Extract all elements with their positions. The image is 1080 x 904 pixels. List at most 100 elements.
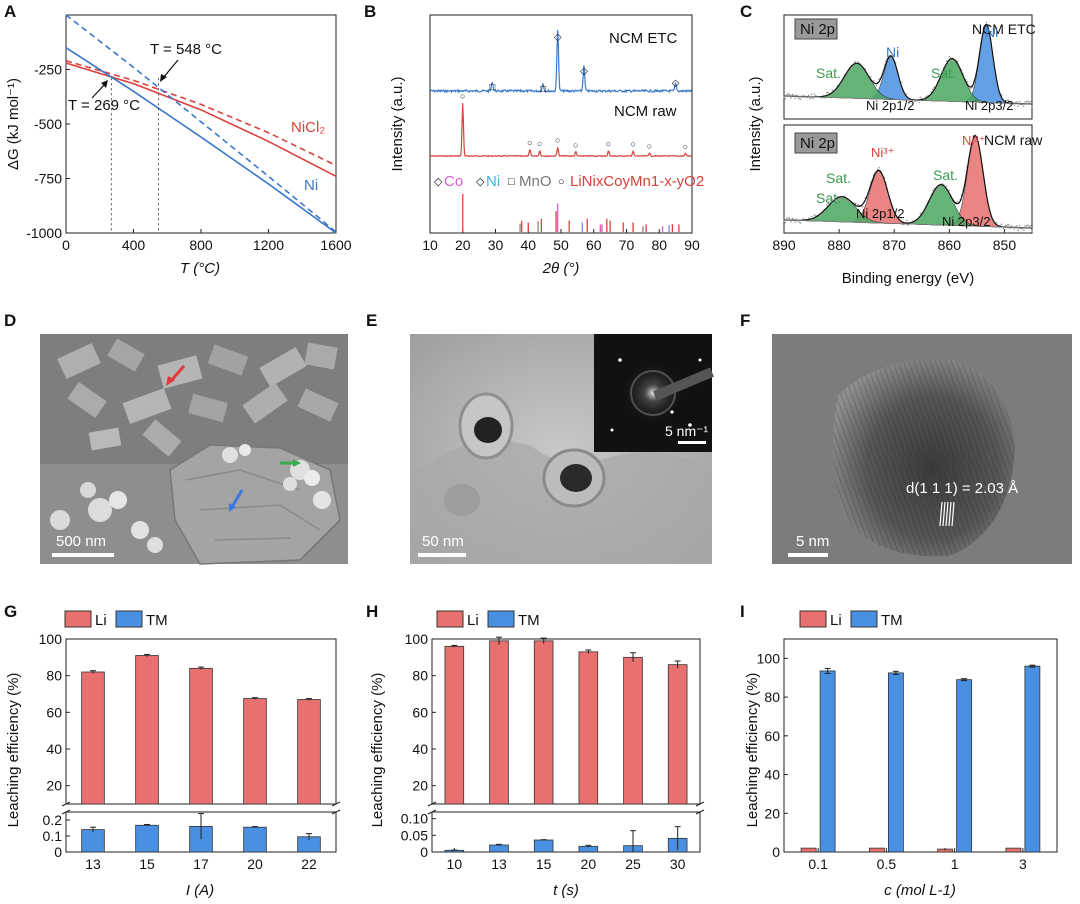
- panel-c-top-data-point: [835, 89, 838, 92]
- panel-c-xps-chart: 890 880 870 860 850 Ni 2p NCM ETC Ni Ni Sat.…: [747, 14, 1043, 287]
- panel-b-etc-marker-1: □: [540, 84, 546, 95]
- panel-g-xtick-label-4: 22: [301, 856, 317, 872]
- panel-f-scale-bar: [788, 553, 828, 557]
- panel-e-scale-bar: [418, 553, 466, 557]
- legend-ncm: LiNixCoyMn1-x-yO2: [570, 173, 704, 190]
- panel-c-top-data-point: [787, 93, 789, 95]
- panel-c-top-box-text: Ni 2p: [800, 21, 835, 38]
- legend-co: Co: [444, 173, 463, 190]
- legend-diamond-co: ◇: [434, 176, 443, 188]
- panel-c-bottom-sat3: Sat.: [816, 190, 841, 206]
- panel-c-top-data-point: [1017, 105, 1019, 107]
- panel-h-break-right-2: [695, 809, 705, 815]
- panel-c-bottom-data-point: [787, 216, 789, 219]
- panel-label-f: F: [740, 311, 750, 330]
- panel-g-bar-tm-0: [81, 829, 105, 853]
- panel-c-top-data-point: [1027, 100, 1029, 102]
- panel-i-ylabel: Leaching efficiency (%): [744, 673, 761, 828]
- panel-i-xtick-label-1: 0.5: [877, 856, 897, 872]
- panel-i-bar-chart: Li TM 0 20 40 60 80 100 0.1 0.5 1 3 Leaching effi…: [744, 610, 1058, 899]
- panel-b-label-etc: NCM ETC: [609, 30, 677, 47]
- panel-c-top-data-point: [814, 95, 817, 97]
- panel-c-top-data-point: [948, 56, 951, 58]
- panel-label-e: E: [366, 311, 377, 330]
- panel-b-raw-marker-2: ○: [537, 139, 542, 149]
- panel-i-ytick-label-0: 0: [772, 844, 780, 860]
- panel-c-bottom-data-point: [1018, 224, 1021, 227]
- panel-a-ytick-label-1: -500: [34, 116, 62, 132]
- panel-c-bottom-data-point: [952, 202, 955, 204]
- panel-b-xrd-chart: 10 20 30 40 50 60 70 80 90 □ □ ◇ ◇ ◇ ○ ○ ○ ○ ○ ○ ○ ○ ○ NCM ETC…: [389, 14, 704, 277]
- panel-c-bottom-envelope: [784, 134, 1032, 229]
- panel-c-bottom-data-point: [848, 200, 850, 203]
- panel-c-bottom-data-point: [839, 197, 842, 200]
- panel-c-bottom-data-point: [907, 224, 909, 226]
- panel-b-raw-marker-7: ○: [647, 141, 652, 151]
- panel-c-top-data-point: [802, 94, 805, 97]
- panel-h-bar-li-3: [578, 651, 599, 805]
- panel-b-xtick-label-0: 10: [422, 237, 438, 253]
- panel-c-top-p32: Ni 2p3/2: [965, 98, 1013, 113]
- panel-c-top-data-point: [969, 88, 971, 90]
- panel-c-bottom-data-point: [835, 199, 838, 202]
- panel-b-xtick-label-3: 40: [520, 237, 536, 253]
- panel-i-ytick-label-5: 100: [757, 650, 781, 666]
- panel-i-bar-tm-3: [1024, 665, 1041, 853]
- panel-e-inset-ring: [619, 359, 687, 427]
- panel-c-top-data-point: [932, 88, 934, 90]
- panel-g-bar-li-3: [243, 698, 267, 805]
- panel-c-bottom-data-point: [1031, 230, 1033, 232]
- panel-c-bottom-data-point: [936, 188, 938, 191]
- panel-b-legend: ◇ Co ◇ Ni □ MnO ○ LiNixCoyMn1-x-yO2: [434, 173, 704, 190]
- panel-b-xtick-label-6: 70: [619, 237, 635, 253]
- panel-c-bottom-data-point: [1022, 229, 1025, 231]
- panel-c-top-data-point: [857, 61, 860, 63]
- panel-c-bottom-data-point: [808, 217, 810, 219]
- panel-i-xtick-label-3: 3: [1019, 856, 1027, 872]
- panel-h-bar-li-5: [667, 664, 688, 805]
- panel-g-xtick-label-3: 20: [247, 856, 263, 872]
- panel-h-lytick-label-0: 0: [420, 844, 428, 860]
- panel-c-bottom-data-point: [1002, 227, 1004, 230]
- panel-f-fringe-marker: [939, 501, 955, 527]
- panel-i-bar-li-3: [1005, 847, 1022, 853]
- panel-g-bar-li-2: [189, 667, 213, 805]
- panel-c-top-data-point: [887, 59, 890, 61]
- panel-c-top-data-point: [1018, 100, 1021, 103]
- panel-h-uytick-label-2: 60: [412, 704, 428, 720]
- panel-c-top-data-point: [985, 21, 988, 24]
- panel-c-bottom-p32: Ni 2p3/2: [942, 214, 990, 229]
- panel-c-bottom-data-point: [1016, 225, 1018, 227]
- panel-a-xtick-label-0: 0: [62, 237, 70, 253]
- panel-i-xtick-label-2: 1: [951, 856, 959, 872]
- panel-d-sem-image: 500 nm: [40, 334, 348, 565]
- panel-c-bottom-data-point: [900, 218, 902, 220]
- panel-c-top-data-point: [795, 94, 798, 97]
- panel-a-arrowhead-269: [101, 80, 108, 88]
- panel-i-ytick-label-3: 60: [764, 728, 780, 744]
- panel-c-bottom-data-point: [1029, 224, 1032, 227]
- panel-h-xtick-label-4: 25: [625, 856, 641, 872]
- panel-i-frame: [783, 638, 1058, 853]
- panel-c-top-data-point: [832, 92, 835, 94]
- panel-c-top-data-point: [825, 91, 828, 94]
- panel-a-arrow-269: [91, 83, 106, 99]
- panel-c-bottom-data-point: [799, 222, 802, 224]
- panel-c-bottom-data-point: [945, 185, 948, 188]
- panel-i-bar-li-1: [868, 847, 885, 853]
- panel-c-top-data-point: [870, 75, 872, 78]
- panel-b-raw-marker-0: ○: [460, 91, 465, 101]
- panel-i-legend-li: Li: [830, 612, 842, 629]
- panel-c-top-data-point: [875, 85, 878, 87]
- panel-h-uytick-label-1: 40: [412, 741, 428, 757]
- panel-c-top-data-point: [1005, 99, 1007, 102]
- panel-g-uytick-label-1: 40: [46, 741, 62, 757]
- panel-a-ylabel: ΔG (kJ mol⁻¹): [5, 78, 22, 170]
- panel-c-bottom-data-point: [905, 219, 908, 222]
- panel-b-label-raw: NCM raw: [614, 103, 677, 120]
- panel-a-ytick-label-0: -250: [34, 62, 62, 78]
- panel-c-bottom-data-point: [861, 206, 864, 208]
- panel-c-bottom-data-point: [932, 189, 934, 192]
- panel-b-etc-marker-2: ◇: [554, 32, 562, 43]
- panel-g-xtick-label-0: 13: [85, 856, 101, 872]
